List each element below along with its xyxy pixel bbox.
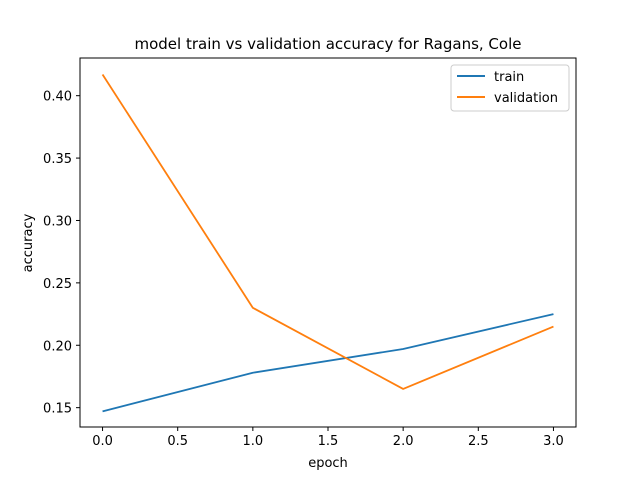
x-tick-label: 1.0 <box>243 434 264 449</box>
x-tick-label: 0.0 <box>92 434 113 449</box>
legend-label-validation: validation <box>494 91 558 106</box>
series-line-validation <box>101 73 554 390</box>
y-tick-label: 0.35 <box>43 152 72 167</box>
x-axis: 0.0 0.5 1.0 1.5 2.0 2.5 3.0 <box>92 427 564 449</box>
y-tick-label: 0.15 <box>43 402 72 417</box>
x-tick-label: 1.5 <box>318 434 339 449</box>
x-tick-label: 3.0 <box>543 434 564 449</box>
y-axis-title: accuracy <box>21 213 36 272</box>
legend-label-train: train <box>494 70 524 85</box>
y-axis: 0.15 0.20 0.25 0.30 0.35 0.40 <box>43 90 80 417</box>
y-tick-label: 0.25 <box>43 277 72 292</box>
chart-title: model train vs validation accuracy for R… <box>135 35 522 53</box>
y-tick-label: 0.30 <box>43 214 72 229</box>
legend: train validation <box>450 64 570 112</box>
x-axis-title: epoch <box>308 456 348 471</box>
axes-frame <box>79 57 577 428</box>
x-tick-label: 2.0 <box>393 434 414 449</box>
y-tick-label: 0.40 <box>43 90 72 105</box>
x-tick-label: 2.5 <box>468 434 489 449</box>
series-layer <box>101 73 554 413</box>
series-line-train <box>102 313 554 413</box>
y-tick-label: 0.20 <box>43 339 72 354</box>
x-tick-label: 0.5 <box>167 434 188 449</box>
